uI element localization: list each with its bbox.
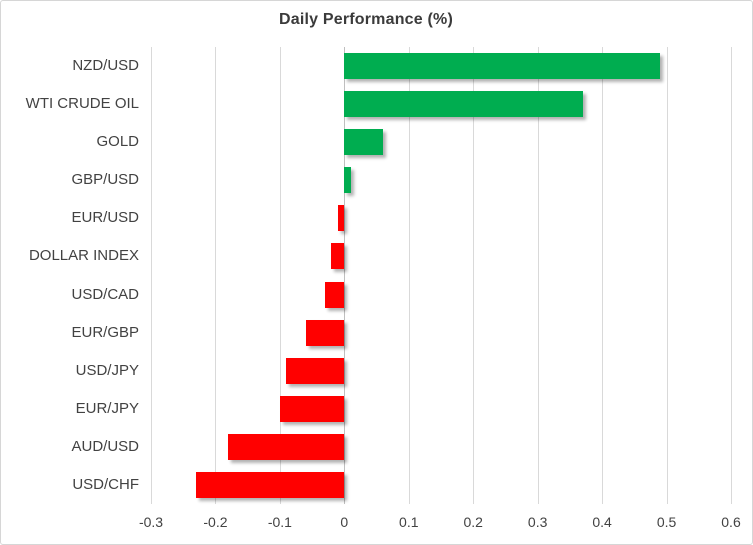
- x-tick-label: -0.3: [138, 514, 164, 530]
- category-label-aud-usd: AUD/USD: [71, 437, 139, 455]
- category-label-eur-gbp: EUR/GBP: [71, 323, 139, 341]
- bar-usd-cad: [325, 281, 345, 308]
- gridline: [279, 47, 281, 504]
- gridline: [473, 47, 475, 504]
- bar-nzd-usd: [344, 53, 661, 80]
- x-tick-label: 0.4: [592, 514, 612, 530]
- gridline: [408, 47, 410, 504]
- x-tick-label: 0.1: [399, 514, 419, 530]
- category-label-usd-jpy: USD/JPY: [75, 361, 139, 379]
- x-tick-label: 0.6: [721, 514, 741, 530]
- category-label-gbp-usd: GBP/USD: [71, 171, 139, 189]
- gridline: [731, 47, 732, 504]
- category-label-usd-chf: USD/CHF: [72, 475, 139, 493]
- bar-wti-crude-oil: [344, 91, 583, 118]
- gridline: [151, 47, 152, 504]
- gridline: [666, 47, 668, 504]
- x-tick-label: 0.3: [527, 514, 548, 530]
- bar-dollar-index: [331, 243, 345, 270]
- bar-aud-usd: [228, 433, 345, 460]
- chart-title: Daily Performance (%): [278, 11, 454, 28]
- x-tick-label: 0.5: [656, 514, 677, 530]
- category-label-dollar-index: DOLLAR INDEX: [28, 247, 139, 265]
- gridline: [602, 47, 604, 504]
- bar-usd-jpy: [286, 357, 345, 384]
- category-label-nzd-usd: NZD/USD: [72, 57, 139, 75]
- bar-gold: [344, 129, 383, 156]
- bar-usd-chf: [196, 471, 345, 498]
- category-label-eur-usd: EUR/USD: [71, 209, 139, 227]
- category-label-wti-crude-oil: WTI CRUDE OIL: [25, 95, 139, 113]
- zero-gridline: [344, 47, 346, 504]
- plot-area: [151, 47, 732, 504]
- category-label-eur-jpy: EUR/JPY: [75, 399, 139, 417]
- x-tick-label: 0.2: [463, 514, 483, 530]
- category-label-gold: GOLD: [96, 133, 139, 151]
- gridline: [215, 47, 217, 504]
- x-tick-label: 0: [340, 514, 349, 530]
- x-tick-label: -0.1: [267, 514, 292, 530]
- bar-eur-gbp: [305, 319, 345, 346]
- gridline: [537, 47, 539, 504]
- bar-eur-usd: [337, 205, 345, 232]
- bar-gbp-usd: [344, 167, 351, 194]
- category-label-usd-cad: USD/CAD: [71, 285, 139, 303]
- x-tick-label: -0.2: [203, 514, 228, 530]
- bar-eur-jpy: [279, 395, 345, 422]
